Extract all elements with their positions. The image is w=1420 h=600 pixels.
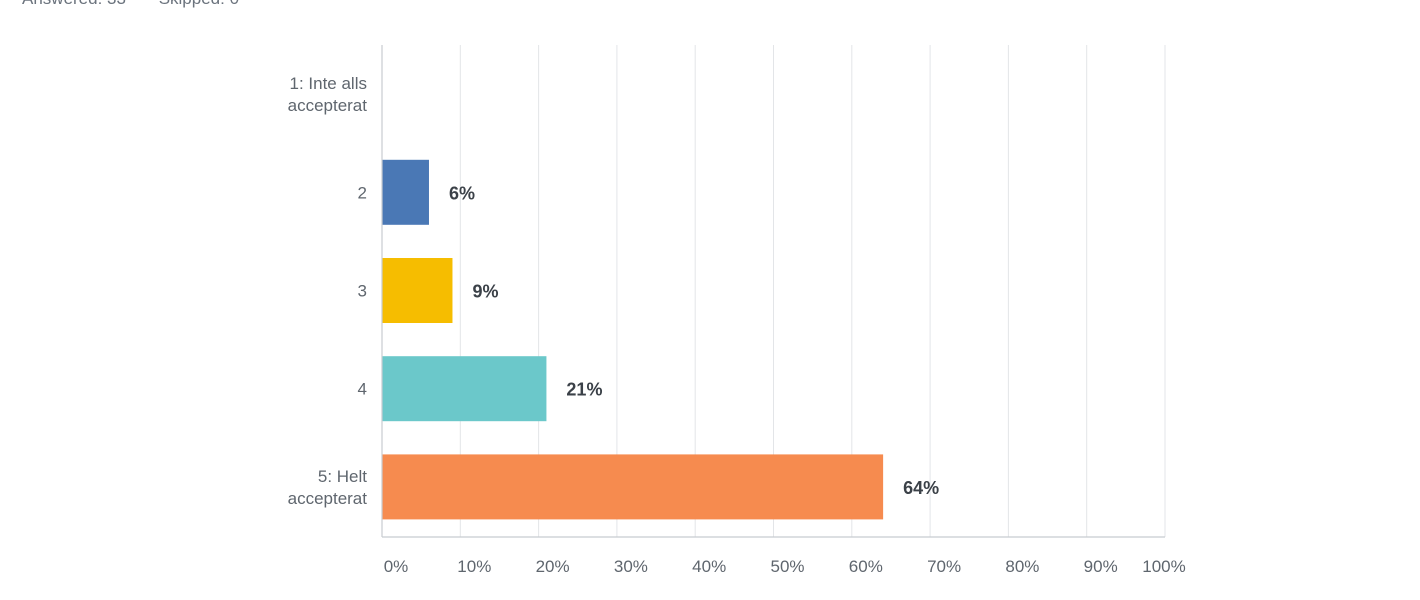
bar [382, 159, 429, 225]
x-tick-label: 30% [614, 557, 648, 576]
x-tick-label: 10% [457, 557, 491, 576]
category-label: accepterat [288, 96, 368, 115]
data-label: 9% [472, 282, 498, 302]
category-label: accepterat [288, 489, 368, 508]
x-tick-label: 70% [927, 557, 961, 576]
x-tick-label: 0% [384, 557, 409, 576]
x-tick-label: 50% [770, 557, 804, 576]
axes [381, 45, 1165, 538]
x-tick-label: 90% [1084, 557, 1118, 576]
bar [382, 454, 884, 520]
answered-count: Answered: 33 [22, 0, 126, 8]
category-label: 1: Inte alls [290, 74, 368, 93]
bar [382, 258, 453, 323]
category-label: 5: Helt [318, 467, 367, 486]
x-tick-label: 100% [1142, 557, 1185, 576]
x-tick-label: 40% [692, 557, 726, 576]
x-tick-label: 80% [1005, 557, 1039, 576]
data-label: 64% [903, 478, 939, 498]
data-label: 21% [566, 380, 602, 400]
x-tick-label: 20% [536, 557, 570, 576]
labels: 0% 10% 20% 30% 40% 50% 60% 70% 80% 90% 100% 1: Inte… [288, 74, 1186, 576]
skipped-count: Skipped: 0 [159, 0, 239, 8]
bar [382, 356, 547, 422]
category-label: 2 [358, 183, 367, 202]
bars [382, 159, 884, 520]
category-label: 4 [358, 380, 367, 399]
category-label: 3 [358, 282, 367, 301]
data-label: 6% [449, 183, 475, 203]
x-tick-label: 60% [849, 557, 883, 576]
response-stats: Answered: 33 Skipped: 0 [22, 0, 267, 9]
